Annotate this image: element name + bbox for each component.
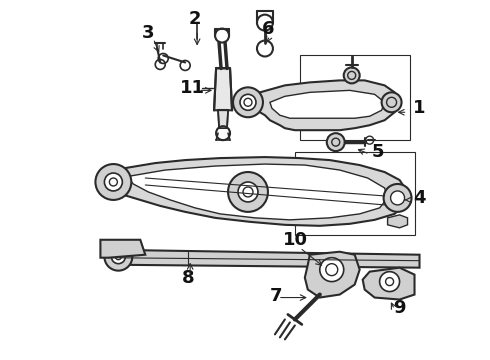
Polygon shape (270, 90, 385, 118)
Text: 7: 7 (270, 287, 282, 305)
Polygon shape (218, 110, 228, 128)
Circle shape (384, 184, 412, 212)
Text: 6: 6 (262, 19, 274, 37)
Circle shape (233, 87, 263, 117)
Circle shape (343, 67, 360, 84)
Text: 9: 9 (393, 298, 406, 316)
Polygon shape (305, 252, 360, 298)
Text: 3: 3 (142, 23, 154, 41)
Polygon shape (214, 68, 232, 110)
Circle shape (391, 191, 405, 205)
Polygon shape (104, 157, 408, 226)
Text: 2: 2 (189, 10, 201, 28)
Polygon shape (100, 240, 145, 258)
Circle shape (327, 133, 345, 151)
Circle shape (228, 172, 268, 212)
Circle shape (238, 182, 258, 202)
Text: 4: 4 (413, 189, 426, 207)
Text: 1: 1 (413, 99, 426, 117)
Polygon shape (388, 215, 408, 228)
Text: 11: 11 (180, 79, 205, 97)
Circle shape (111, 250, 125, 264)
Circle shape (96, 164, 131, 200)
Circle shape (104, 173, 122, 191)
Circle shape (240, 94, 256, 110)
Circle shape (382, 92, 401, 112)
Text: 5: 5 (371, 143, 384, 161)
Text: 10: 10 (283, 231, 308, 249)
Text: 8: 8 (182, 269, 195, 287)
Circle shape (320, 258, 343, 282)
Circle shape (104, 243, 132, 271)
Polygon shape (108, 250, 419, 268)
Polygon shape (128, 164, 388, 220)
Circle shape (380, 272, 399, 292)
Polygon shape (245, 80, 397, 130)
Polygon shape (363, 268, 415, 300)
